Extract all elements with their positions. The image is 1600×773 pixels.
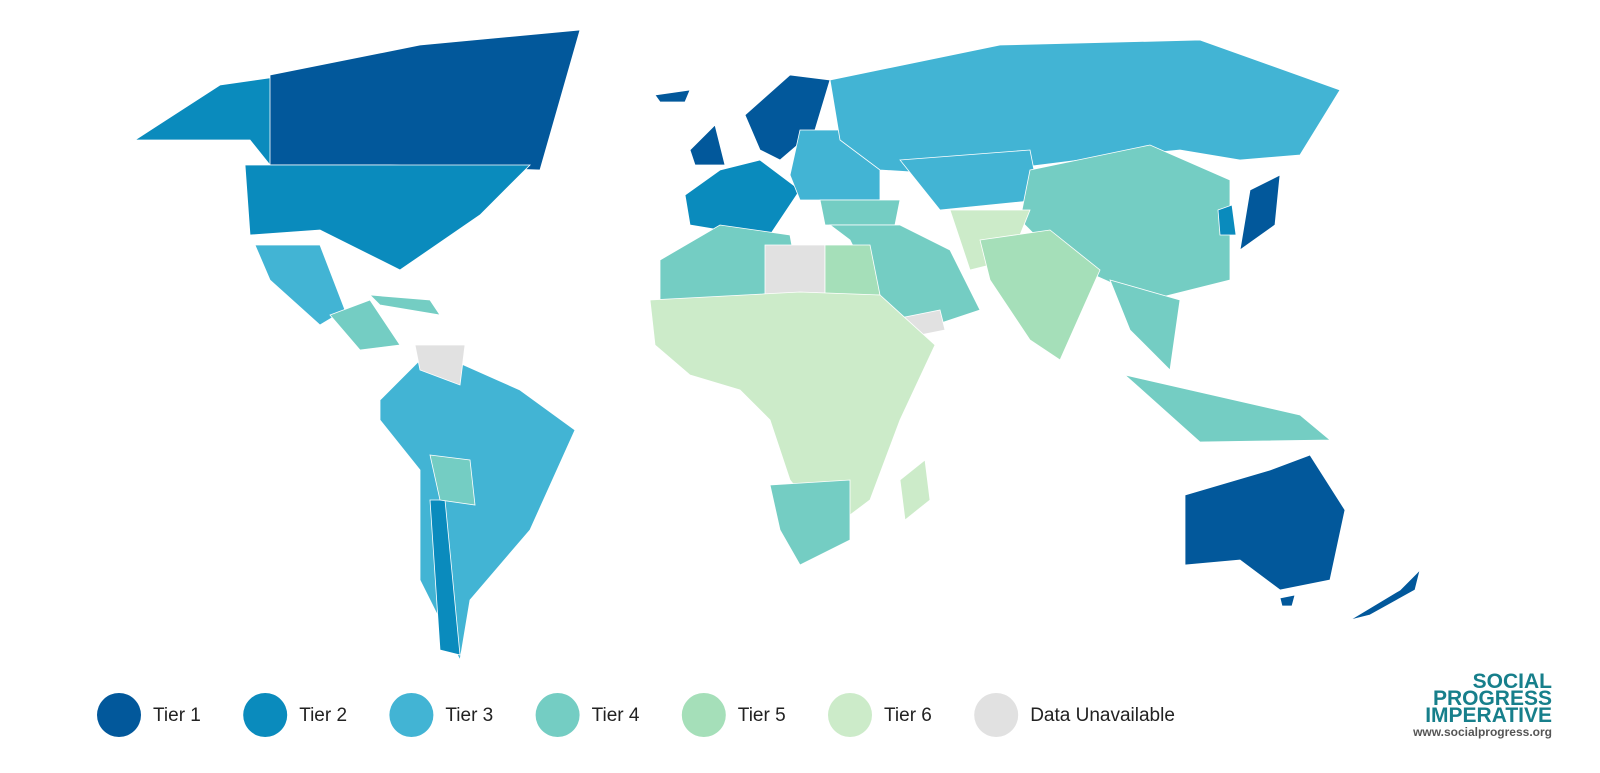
legend-swatch (828, 693, 872, 737)
legend-swatch (243, 693, 288, 737)
madagascar (899, 459, 931, 521)
south-america (379, 349, 576, 662)
world-map (133, 29, 1421, 662)
bolivia (429, 454, 476, 506)
logo-line: PROGRESS (1433, 687, 1552, 710)
legend-label: Tier 3 (445, 705, 493, 726)
logo: SOCIAL PROGRESS IMPERATIVE www.socialpro… (1412, 670, 1552, 739)
usa (244, 164, 531, 271)
russia (829, 39, 1341, 176)
tasmania (1279, 594, 1296, 607)
legend-label: Tier 2 (299, 705, 347, 726)
legend-swatch (681, 693, 726, 737)
legend: Tier 1 Tier 2 Tier 3 Tier 4 Tier 5 Tier 6 Data… (97, 693, 1175, 737)
legend-swatch (974, 693, 1019, 737)
logo-line: SOCIAL (1473, 670, 1553, 693)
egypt (824, 244, 881, 296)
turkey (819, 199, 901, 226)
southern-africa (769, 479, 851, 566)
legend-label: Tier 1 (153, 705, 201, 726)
logo-line: IMPERATIVE (1425, 704, 1552, 727)
central-america (329, 299, 401, 351)
southeast-asia (1109, 279, 1181, 371)
japan (1239, 174, 1281, 251)
kazakhstan (899, 149, 1041, 211)
western-europe (684, 159, 801, 236)
new-zealand (1349, 568, 1421, 621)
mexico (254, 244, 346, 326)
legend-label: Tier 6 (884, 705, 932, 726)
korea (1217, 204, 1237, 236)
uk (689, 124, 726, 166)
legend-label: Tier 4 (592, 705, 640, 726)
legend-label: Tier 5 (738, 705, 786, 726)
caribbean (368, 294, 441, 316)
indonesia (1124, 374, 1332, 443)
iceland (654, 89, 691, 103)
legend-swatch (97, 693, 141, 737)
australia (1184, 454, 1346, 591)
canada (269, 29, 581, 171)
alaska (133, 74, 291, 166)
venezuela (414, 344, 466, 386)
legend-swatch (389, 693, 434, 737)
legend-label: Data Unavailable (1030, 705, 1175, 726)
legend-swatch (535, 693, 580, 737)
india (979, 229, 1101, 361)
logo-url: www.socialprogress.org (1412, 725, 1552, 739)
libya (764, 244, 826, 301)
